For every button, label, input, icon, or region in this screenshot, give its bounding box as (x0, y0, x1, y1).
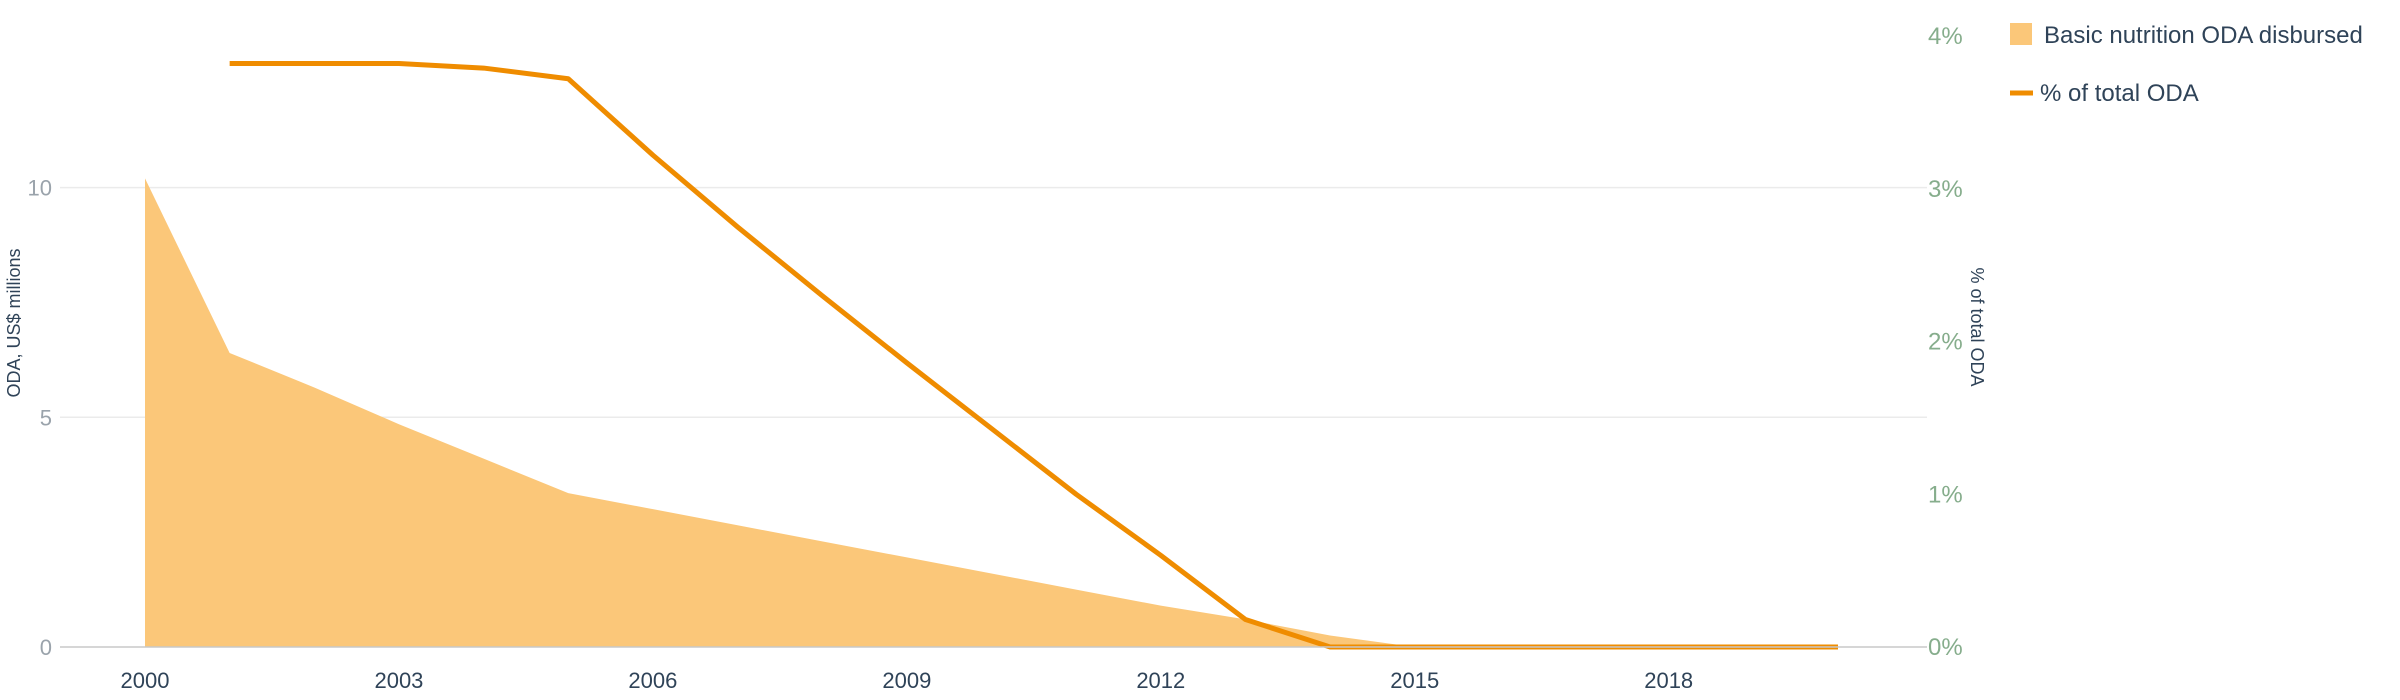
x-tick-label: 2006 (628, 668, 677, 693)
y-left-axis-title: ODA, US$ millions (4, 248, 24, 397)
area-series (145, 178, 1838, 648)
y-right-tick-label: 1% (1928, 481, 1963, 508)
x-tick-label: 2009 (882, 668, 931, 693)
x-tick-label: 2000 (121, 668, 170, 693)
x-tick-label: 2018 (1644, 668, 1693, 693)
axes: 0 5 10 0% 1% 2% 3% 4% 2000 2003 2006 2009 2012 2015 20… (28, 23, 1963, 693)
legend-swatch-area (2010, 23, 2032, 45)
y-right-tick-label: 3% (1928, 176, 1963, 203)
legend: Basic nutrition ODA disbursed % of total… (2010, 22, 2363, 107)
y-right-tick-label: 2% (1928, 329, 1963, 356)
legend-label-area: Basic nutrition ODA disbursed (2044, 22, 2363, 49)
y-right-axis-title: % of total ODA (1967, 267, 1987, 386)
x-tick-label: 2015 (1390, 668, 1439, 693)
y-left-tick-label: 10 (28, 176, 52, 201)
y-right-tick-label: 4% (1928, 23, 1963, 50)
x-tick-label: 2012 (1136, 668, 1185, 693)
legend-label-line: % of total ODA (2040, 80, 2199, 107)
y-left-tick-label: 5 (40, 405, 52, 430)
x-tick-label: 2003 (374, 668, 423, 693)
y-right-tick-label: 0% (1928, 634, 1963, 661)
y-left-tick-label: 0 (40, 635, 52, 660)
area-fill (145, 178, 1838, 648)
gridlines (60, 186, 1927, 419)
